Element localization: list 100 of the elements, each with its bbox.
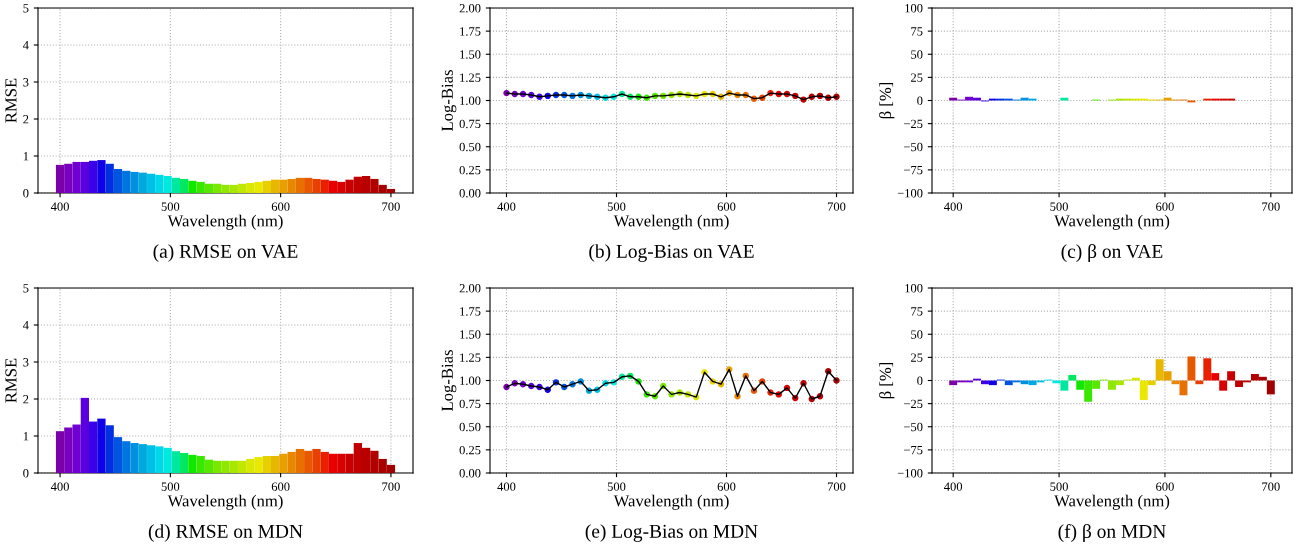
bar <box>1227 371 1236 381</box>
bar <box>312 178 321 193</box>
bar <box>221 460 230 473</box>
bar <box>80 397 90 473</box>
y-tick-label: −50 <box>904 142 923 152</box>
y-tick-label: 4 <box>22 41 29 50</box>
x-axis-title: Wavelength (nm) <box>1054 494 1170 510</box>
bar <box>204 459 214 473</box>
bar <box>1068 374 1077 381</box>
bar <box>72 424 81 473</box>
bar <box>105 163 114 193</box>
bar <box>1147 380 1156 386</box>
bar <box>237 183 247 193</box>
bar <box>55 431 65 473</box>
bar <box>188 454 197 473</box>
bar <box>1139 380 1148 400</box>
y-axis-title: RMSE <box>5 78 17 123</box>
bar <box>188 180 197 193</box>
x-tick-label: 700 <box>1262 202 1280 211</box>
bar <box>130 443 139 473</box>
bar <box>1092 380 1101 389</box>
y-tick-label: 50 <box>911 50 923 59</box>
y-tick-label: 100 <box>905 284 923 293</box>
bar <box>949 380 958 386</box>
bar <box>262 180 271 193</box>
x-tick-label: 500 <box>607 482 626 491</box>
bar <box>1187 356 1196 381</box>
y-tick-label: 75 <box>911 27 923 36</box>
bar <box>320 451 329 473</box>
y-tick-label: 1.25 <box>460 353 481 362</box>
y-tick-label: 25 <box>911 73 923 82</box>
bar <box>113 168 123 193</box>
y-tick-label: 1.00 <box>460 376 481 386</box>
bar <box>146 173 156 193</box>
bar <box>122 170 131 193</box>
x-tick-label: 400 <box>944 482 963 491</box>
y-tick-label: 0.25 <box>459 165 481 175</box>
y-tick-label: 25 <box>911 353 923 362</box>
bar <box>328 453 338 473</box>
x-tick-label: 600 <box>271 482 290 491</box>
y-tick-label: −25 <box>904 119 923 129</box>
y-tick-label: 0.25 <box>459 445 481 455</box>
bar <box>80 161 90 193</box>
x-tick-label: 400 <box>497 202 516 211</box>
bar <box>1052 380 1061 384</box>
text: (c) β on VAE <box>1061 244 1163 262</box>
y-tick-label: 5 <box>23 284 29 293</box>
x-axis-title: Wavelength (nm) <box>613 214 729 230</box>
bar <box>304 450 313 473</box>
bar <box>295 448 305 473</box>
x-tick-label: 600 <box>271 202 290 211</box>
bar <box>271 455 280 473</box>
text: (e) Log-Bias on MDN <box>585 524 758 542</box>
y-tick-label: 1 <box>23 432 29 441</box>
x-tick-label: 600 <box>1156 202 1174 211</box>
y-tick-label: 2.00 <box>459 284 481 293</box>
x-tick-label: 500 <box>161 202 180 211</box>
y-tick-label: −50 <box>904 422 923 432</box>
y-tick-label: 100 <box>905 4 923 13</box>
x-tick-label: 600 <box>717 482 736 491</box>
bar <box>980 380 989 385</box>
text: (d) RMSE on MDN <box>148 524 303 542</box>
y-tick-label: 0 <box>917 376 923 385</box>
x-tick-label: 400 <box>944 202 963 211</box>
y-tick-label: 0.00 <box>459 189 481 198</box>
y-tick-label: 2.00 <box>459 4 481 13</box>
bar <box>204 183 214 193</box>
bar <box>89 421 98 473</box>
bar <box>229 184 238 193</box>
bar <box>237 460 247 473</box>
bar <box>105 425 114 473</box>
y-tick-label: −100 <box>897 189 923 198</box>
bar <box>196 181 205 193</box>
x-tick-label: 400 <box>497 482 516 491</box>
bar <box>262 455 271 473</box>
y-tick-label: 0 <box>23 189 29 198</box>
bar <box>295 177 305 193</box>
bar <box>1203 358 1212 381</box>
bar <box>287 451 296 473</box>
y-tick-label: 5 <box>23 4 29 13</box>
bar <box>97 160 106 193</box>
y-tick-label: 0.50 <box>459 142 481 152</box>
bar <box>180 453 189 473</box>
bar <box>64 163 73 193</box>
x-tick-label: 700 <box>827 482 846 491</box>
x-axis-title: Wavelength (nm) <box>167 214 283 230</box>
y-tick-label: 75 <box>911 307 923 316</box>
bar <box>138 444 147 473</box>
text: (b) Log-Bias on VAE <box>589 244 754 262</box>
y-tick-label: 0 <box>917 96 923 105</box>
y-tick-label: 1.75 <box>460 307 481 316</box>
y-tick-label: 2 <box>23 395 29 404</box>
x-tick-label: 700 <box>827 202 846 211</box>
bar <box>328 180 338 193</box>
bar <box>97 418 106 473</box>
bar <box>1020 380 1029 385</box>
x-tick-label: 500 <box>1050 482 1068 491</box>
bar <box>72 161 81 193</box>
bar <box>122 441 131 473</box>
x-tick-label: 600 <box>717 202 736 211</box>
